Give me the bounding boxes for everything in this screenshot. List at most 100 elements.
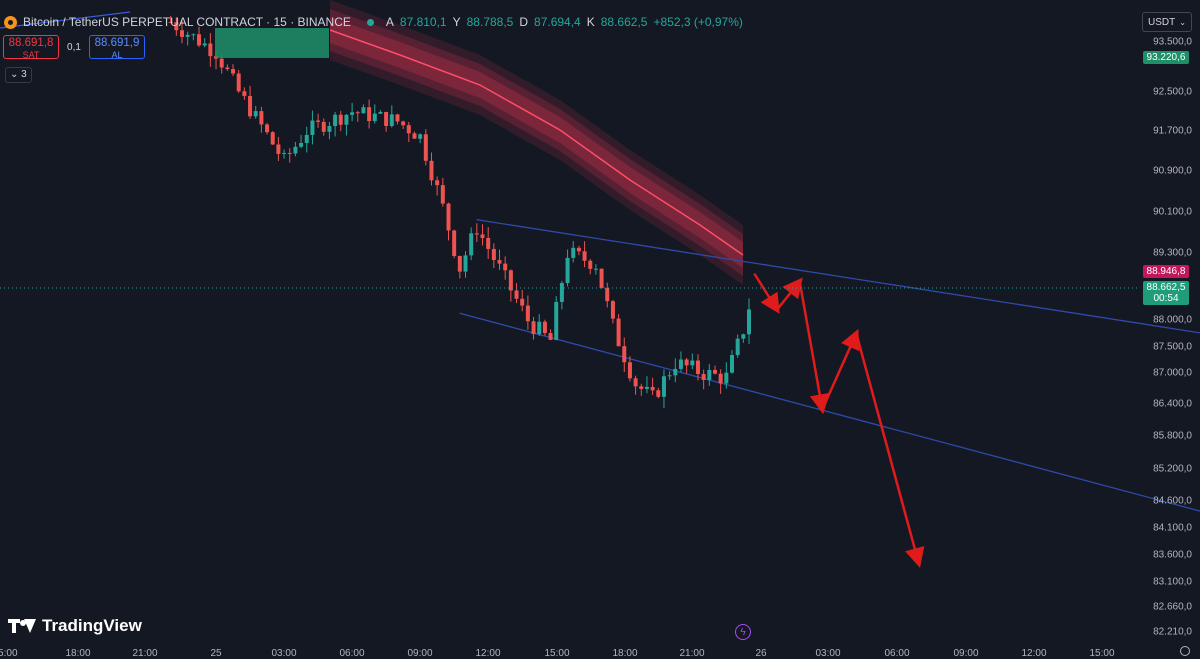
candle-body xyxy=(327,126,332,132)
candle-body xyxy=(508,270,513,291)
countdown-value: 00:54 xyxy=(1153,293,1179,304)
price-axis-label: 90.900,0 xyxy=(1153,165,1192,177)
candle-body xyxy=(542,321,547,334)
candle-body xyxy=(355,112,360,114)
projection-arrow[interactable] xyxy=(798,281,830,415)
candle-body xyxy=(741,334,746,339)
candle-body xyxy=(316,120,321,122)
time-axis-label: 12:00 xyxy=(475,648,501,659)
candle-body xyxy=(599,268,604,288)
buy-price: 88.691,9 xyxy=(94,37,140,49)
candle-body xyxy=(701,374,706,380)
candle-body xyxy=(457,255,462,272)
candle-body xyxy=(304,134,309,144)
candle-body xyxy=(707,369,712,380)
projection-arrow[interactable] xyxy=(821,328,860,410)
time-axis-label: 06:00 xyxy=(339,648,365,659)
ma-band xyxy=(330,0,743,285)
candle-body xyxy=(503,263,508,271)
high-label: Y xyxy=(452,15,461,29)
time-axis-label: 21:00 xyxy=(132,648,158,659)
projection-arrow[interactable] xyxy=(855,333,925,568)
candle-body xyxy=(429,160,434,181)
candle-body xyxy=(236,73,241,92)
currency-selector[interactable]: USDT ⌄ xyxy=(1142,12,1192,32)
candle-body xyxy=(480,234,485,238)
indicators-collapse-button[interactable]: ⌄ 3 xyxy=(5,67,32,83)
candle-body xyxy=(225,67,230,70)
time-axis-label: 15:00 xyxy=(544,648,570,659)
projection-layer xyxy=(753,272,925,568)
lower-trendline[interactable] xyxy=(459,312,1200,623)
candle-body xyxy=(718,373,723,384)
candle-body xyxy=(514,290,519,299)
candle-body xyxy=(253,111,258,117)
tradingview-logo[interactable]: TradingView xyxy=(8,616,142,636)
position-box[interactable] xyxy=(215,28,329,58)
candle-body xyxy=(350,112,355,115)
ma-band xyxy=(330,9,743,276)
candle-body xyxy=(270,132,275,145)
price-axis-label: 93.500,0 xyxy=(1153,36,1192,48)
buy-label: AL xyxy=(111,50,123,60)
trade-panel: 88.691,8 SAT 0,1 88.691,9 AL xyxy=(3,35,145,60)
candle-body xyxy=(639,386,644,389)
price-axis-label: 88.000,0 xyxy=(1153,314,1192,326)
candle-body xyxy=(389,114,394,126)
symbol-title[interactable]: Bitcoin / TetherUS PERPETUAL CONTRACT · … xyxy=(23,15,351,29)
price-axis-label: 87.500,0 xyxy=(1153,341,1192,353)
buy-button[interactable]: 88.691,9 AL xyxy=(89,35,145,60)
candle-body xyxy=(463,255,468,272)
gear-icon[interactable] xyxy=(1180,646,1190,656)
candle-body xyxy=(440,185,445,204)
candle-body xyxy=(469,233,474,256)
upper-trendline[interactable] xyxy=(476,219,1200,371)
sell-button[interactable]: 88.691,8 SAT xyxy=(3,35,59,60)
change-value: +852,3 (+0,97%) xyxy=(653,15,743,29)
candle-body xyxy=(452,230,457,256)
candle-body xyxy=(384,111,389,126)
close-value: 88.662,5 xyxy=(600,15,648,29)
candle-body xyxy=(333,114,338,127)
time-axis-label: 15:00 xyxy=(0,648,18,659)
projection-arrow[interactable] xyxy=(776,277,803,311)
open-label: A xyxy=(385,15,394,29)
lightning-icon[interactable]: ϟ xyxy=(735,624,751,640)
candle-body xyxy=(208,43,213,57)
candle-body xyxy=(276,144,281,154)
candle-body xyxy=(593,268,598,270)
time-axis-label: 06:00 xyxy=(884,648,910,659)
candle-body xyxy=(219,58,224,68)
price-axis-label: 85.200,0 xyxy=(1153,463,1192,475)
candle-body xyxy=(525,305,530,322)
time-axis-label: 03:00 xyxy=(271,648,297,659)
chevron-down-icon: ⌄ xyxy=(1179,18,1186,27)
time-axis-label: 09:00 xyxy=(407,648,433,659)
candle-body xyxy=(724,372,729,384)
spread-value: 0,1 xyxy=(67,41,81,53)
price-axis-label: 89.300,0 xyxy=(1153,247,1192,259)
chevron-down-icon: ⌄ xyxy=(10,69,19,80)
candle-body xyxy=(678,359,683,369)
ma-line xyxy=(329,29,744,256)
candle-body xyxy=(282,152,287,154)
candle-body xyxy=(395,114,400,122)
candle-body xyxy=(248,95,253,117)
candle-body xyxy=(259,111,264,125)
candle-body xyxy=(554,301,559,340)
candle-body xyxy=(265,124,270,133)
candle-body xyxy=(197,34,202,46)
candle-body xyxy=(690,360,695,366)
candle-body xyxy=(486,237,491,249)
candle-body xyxy=(633,378,638,387)
projection-arrow[interactable] xyxy=(753,272,780,314)
brand-name: TradingView xyxy=(42,616,142,635)
candle-body xyxy=(180,30,185,37)
candle-body xyxy=(168,22,173,23)
candle-body xyxy=(644,386,649,389)
candle-body xyxy=(627,362,632,379)
time-axis-label: 12:00 xyxy=(1021,648,1047,659)
candle-body xyxy=(622,346,627,363)
price-axis-label: 82.660,0 xyxy=(1153,601,1192,613)
